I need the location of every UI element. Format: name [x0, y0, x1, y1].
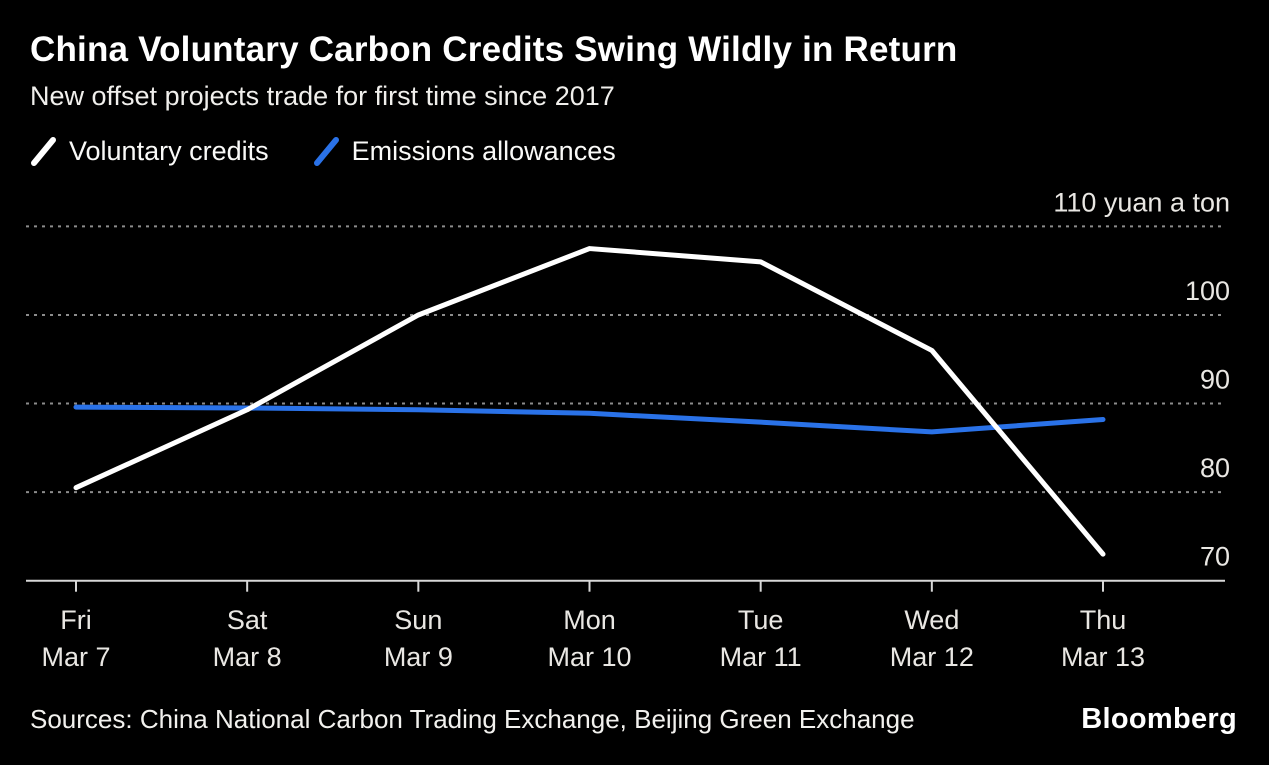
- y-axis-label-70: 70: [1200, 542, 1230, 572]
- sources-text: Sources: China National Carbon Trading E…: [30, 704, 915, 734]
- y-axis-label-100: 100: [1185, 276, 1230, 306]
- x-axis-label-day-6: Thu: [1080, 605, 1127, 635]
- series-line-voluntary-credits: [73, 246, 1106, 557]
- x-axis-label-date-4: Mar 11: [720, 642, 802, 672]
- x-axis-label-day-2: Sun: [394, 605, 442, 635]
- x-axis-label-day-1: Sat: [227, 605, 268, 635]
- x-axis-label-day-4: Tue: [738, 605, 784, 635]
- y-axis-label-80: 80: [1200, 453, 1230, 483]
- legend-label-emissions-allowances: Emissions allowances: [351, 136, 616, 166]
- bloomberg-logo: Bloomberg: [1081, 703, 1237, 735]
- legend: Voluntary credits Emissions allowances: [30, 136, 616, 167]
- x-axis-label-date-5: Mar 12: [890, 642, 974, 672]
- x-axis-label-date-1: Mar 8: [213, 642, 282, 672]
- y-axis-label-90: 90: [1200, 365, 1230, 395]
- x-axis-label-date-6: Mar 13: [1061, 642, 1145, 672]
- chart-subtitle: New offset projects trade for first time…: [30, 81, 615, 111]
- x-axis-label-day-0: Fri: [60, 605, 91, 635]
- legend-label-voluntary-credits: Voluntary credits: [69, 136, 269, 166]
- y-axis-label-110: 110 yuan a ton: [1053, 187, 1230, 217]
- x-axis-label-day-3: Mon: [563, 605, 616, 635]
- legend-item-voluntary-credits: Voluntary credits: [30, 136, 269, 167]
- voluntary-credits-marker-icon: [31, 137, 56, 166]
- plot-area: 110 yuan a ton 100 90 80 70 Fri Mar 7 Sat Mar 8 S…: [26, 187, 1230, 672]
- emissions-allowances-marker-icon: [313, 137, 339, 166]
- x-axis-label-date-3: Mar 10: [547, 642, 631, 672]
- chart-title: China Voluntary Carbon Credits Swing Wil…: [30, 30, 958, 69]
- footer: Sources: China National Carbon Trading E…: [30, 703, 1237, 736]
- x-axis-label-date-0: Mar 7: [41, 642, 110, 672]
- x-axis-label-day-5: Wed: [904, 605, 959, 635]
- legend-item-emissions-allowances: Emissions allowances: [313, 136, 616, 167]
- x-axis-label-date-2: Mar 9: [384, 642, 453, 672]
